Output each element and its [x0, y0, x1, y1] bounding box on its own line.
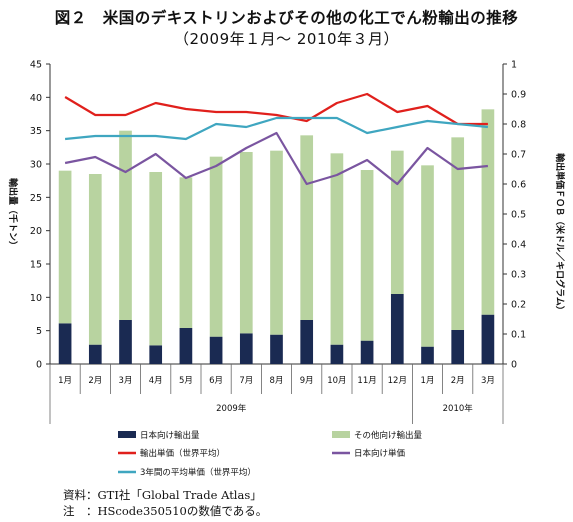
x-tick-label: 9月	[300, 376, 314, 386]
right-tick-label: 0.5	[511, 210, 526, 221]
bar-other	[119, 130, 132, 320]
x-tick-label: 10月	[327, 376, 346, 386]
left-tick-label: 5	[36, 326, 42, 337]
bar-other	[451, 137, 465, 330]
x-tick-label: 8月	[270, 376, 284, 386]
x-tick-label: 4月	[149, 376, 163, 386]
right-tick-label: 0.2	[511, 300, 526, 311]
bar-japan	[88, 344, 102, 364]
legend-swatch	[118, 431, 136, 438]
left-tick-label: 40	[30, 93, 42, 104]
chart-svg: 0 5 10 15 20 25 30 35 40 45 0 0.1 0.2 0.3 0.4 0.5 0.6 0.7…	[7, 60, 566, 479]
line-3yr-avg-price	[64, 116, 489, 141]
bar-other	[58, 170, 72, 324]
bar-japan	[481, 314, 495, 364]
bar-other	[88, 174, 102, 345]
line-world-price	[64, 92, 488, 126]
x-tick-label: 2月	[88, 376, 102, 386]
left-tick-label: 10	[30, 293, 42, 304]
right-tick-label: 0	[511, 360, 517, 371]
bar-japan	[149, 345, 163, 364]
bar-other	[300, 135, 314, 320]
legend-label: その他向け輸出量	[354, 430, 423, 441]
bar-japan	[209, 336, 223, 364]
line-japan-price	[64, 131, 489, 186]
y2-axis-title: 輸出単価ＦＯＢ（米ドル／キログラム）	[554, 153, 566, 315]
bar-other	[481, 109, 495, 315]
right-tick-label: 0.4	[511, 240, 526, 251]
bar-other	[330, 153, 344, 345]
bar-japan	[270, 334, 283, 364]
x-tick-label: 11月	[357, 376, 376, 386]
bar-japan	[360, 340, 374, 364]
right-tick-label: 0.8	[511, 120, 526, 131]
left-tick-label: 0	[36, 360, 42, 371]
bar-japan	[119, 320, 132, 364]
legend-label: 輸出単価（世界平均）	[140, 448, 225, 459]
bar-japan	[390, 294, 404, 364]
bar-other	[270, 150, 283, 335]
left-tick-label: 35	[30, 126, 42, 137]
bar-japan	[239, 333, 253, 364]
bar-other	[149, 172, 163, 346]
left-tick-label: 25	[30, 193, 42, 204]
legend-label: 日本向け単価	[354, 448, 406, 459]
left-tick-label: 15	[30, 260, 42, 271]
right-tick-label: 0.9	[511, 90, 526, 101]
footnote: 注 ：HScode350510の数値である。	[63, 504, 268, 518]
bar-other	[179, 177, 193, 328]
x-tick-label: 1月	[421, 376, 435, 386]
right-tick-label: 1	[511, 60, 517, 71]
legend-label: 日本向け輸出量	[140, 430, 200, 441]
bar-other	[209, 156, 223, 337]
bar-japan	[58, 323, 72, 364]
chart-subtitle: （2009年１月～ 2010年３月）	[173, 30, 400, 48]
bar-other	[390, 150, 404, 294]
year-label: 2009年	[216, 403, 247, 414]
year-label: 2010年	[443, 403, 474, 414]
x-tick-label: 6月	[209, 376, 223, 386]
right-tick-label: 0.1	[511, 330, 526, 341]
bar-other	[239, 152, 253, 334]
x-tick-label: 3月	[481, 376, 495, 386]
x-tick-label: 7月	[239, 376, 253, 386]
bar-japan	[451, 330, 465, 364]
x-tick-label: 2月	[451, 376, 465, 386]
right-tick-label: 0.7	[511, 150, 526, 161]
left-tick-label: 30	[30, 160, 42, 171]
x-tick-label: 5月	[179, 376, 193, 386]
bar-other	[360, 170, 374, 341]
right-tick-label: 0.3	[511, 270, 526, 281]
x-tick-label: 3月	[119, 376, 133, 386]
bar-japan	[330, 344, 344, 364]
bar-other	[421, 165, 434, 347]
x-tick-label: 1月	[58, 376, 72, 386]
bar-japan	[300, 320, 314, 364]
legend-label: 3年間の平均単価（世界平均）	[140, 467, 256, 478]
bar-japan	[421, 346, 434, 364]
legend-swatch	[332, 431, 350, 438]
left-tick-label: 45	[30, 60, 42, 71]
y-axis-title: 輸出量（千トン）	[7, 178, 19, 250]
source-note: 資料：GTI社「Global Trade Atlas」	[63, 488, 262, 502]
x-tick-label: 12月	[388, 376, 407, 386]
bar-japan	[179, 328, 193, 364]
left-tick-label: 20	[30, 226, 42, 237]
chart-title: 図２ 米国のデキストリンおよびその他の化工でん粉輸出の推移	[54, 9, 519, 27]
right-tick-label: 0.6	[511, 180, 526, 191]
